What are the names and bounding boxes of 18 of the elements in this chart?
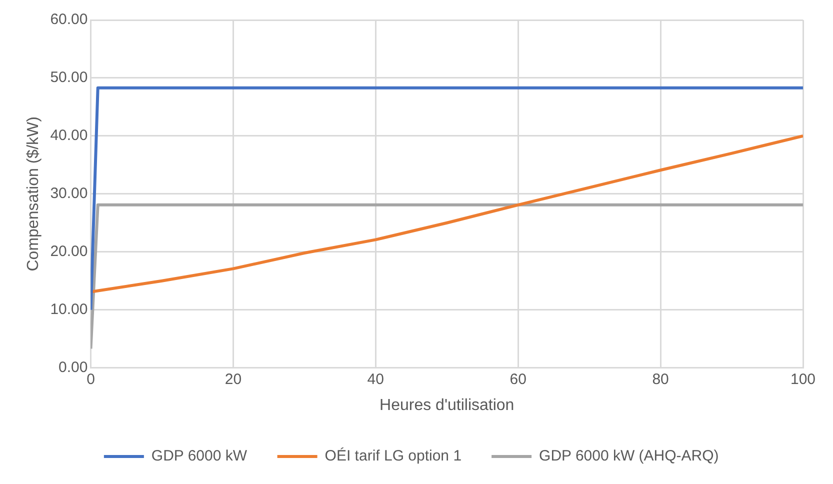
y-tick-label: 50.00 [50,69,88,86]
legend-label: GDP 6000 kW (AHQ-ARQ) [539,448,719,465]
legend-label: GDP 6000 kW [151,448,248,465]
y-tick-label: 20.00 [50,243,88,260]
y-tick-label: 30.00 [50,185,88,202]
x-tick-label: 0 [86,370,95,388]
x-tick-label: 20 [224,370,242,388]
legend-label: OÉI tarif LG option 1 [324,446,462,465]
y-axis-title: Compensation ($/kW) [25,116,42,272]
x-tick-label: 60 [510,370,526,388]
x-tick-label: 100 [790,370,816,388]
x-tick-label: 40 [367,370,384,388]
y-tick-label: 0.00 [58,358,88,376]
y-tick-label: 60.00 [50,11,88,28]
y-tick-label: 10.00 [50,300,88,318]
x-tick-label: 80 [652,370,669,388]
x-axis-title: Heures d'utilisation [380,396,514,414]
y-tick-label: 40.00 [50,127,88,144]
